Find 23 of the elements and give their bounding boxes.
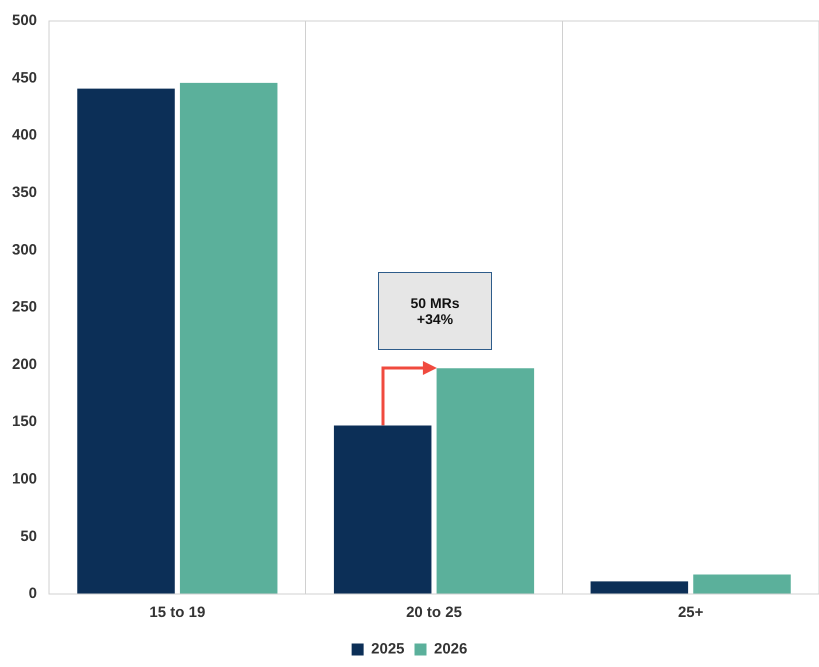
y-tick-label: 150	[12, 413, 38, 430]
bar	[436, 368, 534, 594]
y-tick-label: 200	[12, 356, 38, 373]
x-tick-label: 25+	[678, 604, 704, 622]
bar	[77, 88, 175, 594]
y-tick-label: 100	[12, 470, 38, 488]
legend-label: 2026	[434, 640, 468, 658]
bar	[693, 574, 791, 594]
y-tick-label: 300	[12, 241, 38, 258]
bar	[334, 426, 432, 594]
x-tick-label: 20 to 25	[406, 604, 462, 622]
y-tick-label: 250	[12, 298, 38, 316]
y-tick-label: 50	[20, 528, 38, 545]
legend-label: 2025	[371, 640, 405, 658]
x-tick-label: 15 to 19	[149, 604, 206, 622]
y-tick-label: 350	[12, 184, 38, 202]
y-tick-label: 0	[28, 585, 38, 602]
y-tick-label: 500	[12, 12, 38, 30]
bar	[180, 82, 278, 594]
bar	[590, 581, 688, 594]
y-tick-label: 400	[12, 126, 38, 144]
callout-box: 50 MRs +34%	[378, 272, 492, 350]
y-tick-label: 450	[12, 69, 38, 86]
